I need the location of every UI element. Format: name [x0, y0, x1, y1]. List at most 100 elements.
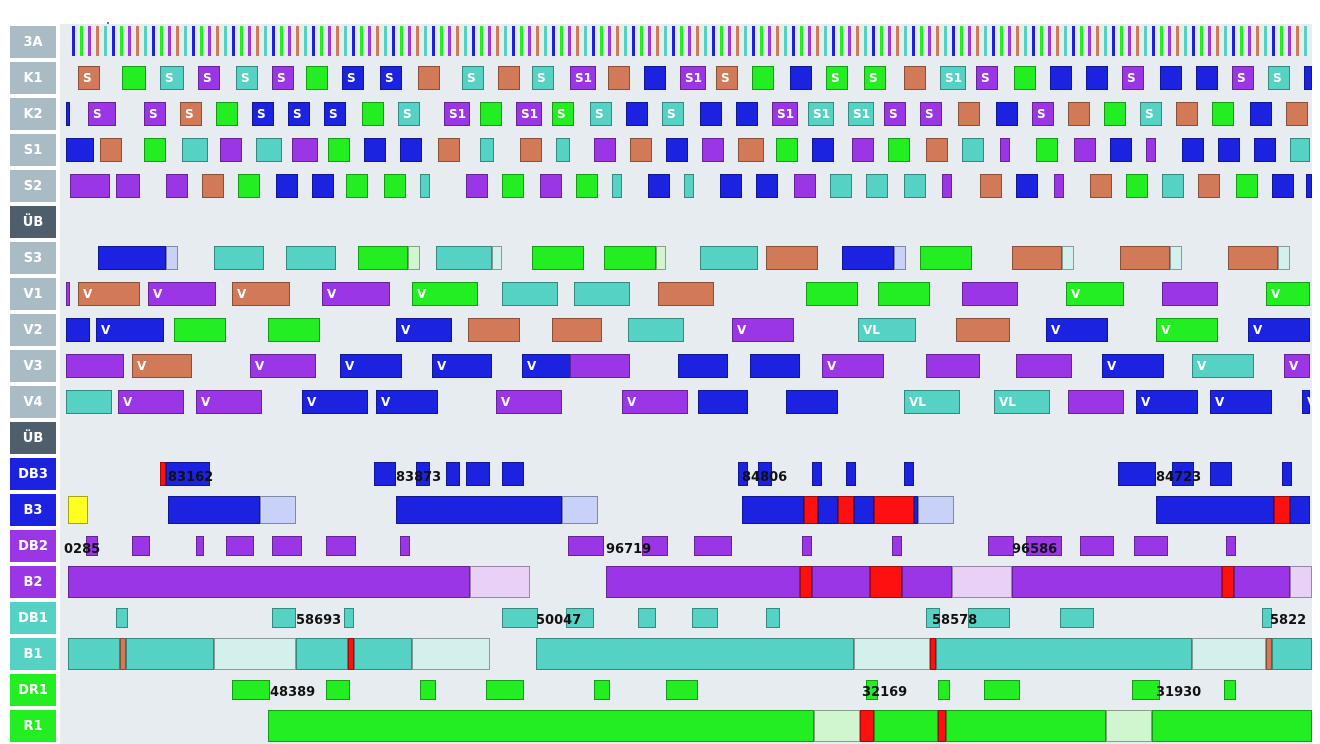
schedule-block[interactable]: S	[462, 66, 484, 90]
schedule-block[interactable]	[358, 246, 408, 270]
schedule-block[interactable]	[956, 318, 1010, 342]
schedule-block[interactable]	[86, 536, 98, 556]
schedule-block[interactable]	[132, 536, 150, 556]
schedule-block[interactable]	[1162, 282, 1218, 306]
schedule-block[interactable]	[562, 496, 598, 524]
schedule-block[interactable]	[684, 174, 694, 198]
schedule-block[interactable]	[638, 608, 656, 628]
schedule-block[interactable]	[926, 608, 940, 628]
schedule-block[interactable]	[1080, 536, 1114, 556]
schedule-block[interactable]	[1274, 496, 1290, 524]
schedule-block[interactable]	[1060, 608, 1094, 628]
schedule-block[interactable]	[466, 174, 488, 198]
schedule-block[interactable]	[1120, 246, 1170, 270]
schedule-block[interactable]	[362, 102, 384, 126]
schedule-block[interactable]	[854, 496, 874, 524]
schedule-block[interactable]	[566, 608, 594, 628]
schedule-block[interactable]	[1156, 496, 1274, 524]
schedule-block[interactable]	[1176, 102, 1198, 126]
schedule-block[interactable]	[1222, 566, 1234, 598]
schedule-block[interactable]	[658, 282, 714, 306]
schedule-block[interactable]	[1272, 638, 1312, 670]
schedule-block[interactable]	[344, 608, 354, 628]
schedule-block[interactable]	[532, 246, 584, 270]
schedule-block[interactable]	[1054, 174, 1064, 198]
schedule-block[interactable]	[946, 710, 1106, 742]
schedule-block[interactable]	[1146, 138, 1156, 162]
schedule-block[interactable]: S	[160, 66, 184, 90]
schedule-block[interactable]	[1012, 566, 1222, 598]
schedule-block[interactable]: S	[532, 66, 554, 90]
schedule-block[interactable]: V	[118, 390, 184, 414]
schedule-block[interactable]	[920, 246, 972, 270]
schedule-block[interactable]	[576, 174, 598, 198]
schedule-block[interactable]	[812, 566, 870, 598]
schedule-block[interactable]	[196, 536, 204, 556]
schedule-block[interactable]	[116, 174, 140, 198]
schedule-block[interactable]	[272, 536, 302, 556]
schedule-block[interactable]	[292, 138, 318, 162]
schedule-block[interactable]	[1226, 536, 1236, 556]
schedule-block[interactable]	[1104, 102, 1126, 126]
schedule-block[interactable]	[66, 318, 90, 342]
schedule-block[interactable]	[938, 680, 950, 700]
schedule-block[interactable]	[852, 138, 874, 162]
schedule-block[interactable]	[996, 102, 1018, 126]
schedule-block[interactable]: S	[342, 66, 364, 90]
schedule-block[interactable]: V	[412, 282, 478, 306]
schedule-block[interactable]	[1286, 102, 1308, 126]
schedule-block[interactable]: S	[864, 66, 886, 90]
schedule-block[interactable]	[1228, 246, 1278, 270]
schedule-block[interactable]	[160, 462, 166, 486]
schedule-block[interactable]	[232, 680, 270, 700]
schedule-block[interactable]	[122, 66, 146, 90]
schedule-block[interactable]: S1	[444, 102, 470, 126]
schedule-block[interactable]	[468, 318, 520, 342]
schedule-block[interactable]	[794, 174, 816, 198]
schedule-block[interactable]	[750, 354, 800, 378]
schedule-block[interactable]	[166, 174, 188, 198]
schedule-block[interactable]	[608, 66, 630, 90]
schedule-block[interactable]	[502, 282, 558, 306]
schedule-block[interactable]	[894, 246, 906, 270]
schedule-block[interactable]	[446, 462, 460, 486]
schedule-block[interactable]: S	[252, 102, 274, 126]
schedule-block[interactable]	[1118, 462, 1156, 486]
schedule-block[interactable]	[420, 174, 430, 198]
schedule-block[interactable]	[70, 174, 110, 198]
schedule-block[interactable]	[466, 462, 490, 486]
schedule-block[interactable]	[606, 566, 800, 598]
schedule-block[interactable]	[1250, 102, 1272, 126]
schedule-block[interactable]	[384, 174, 406, 198]
schedule-block[interactable]	[984, 680, 1020, 700]
schedule-block[interactable]	[268, 318, 320, 342]
schedule-block[interactable]	[656, 246, 666, 270]
schedule-block[interactable]	[958, 102, 980, 126]
schedule-block[interactable]	[700, 102, 722, 126]
schedule-block[interactable]	[962, 282, 1018, 306]
schedule-block[interactable]	[702, 138, 724, 162]
schedule-block[interactable]	[1086, 66, 1108, 90]
schedule-block[interactable]	[408, 246, 420, 270]
schedule-block[interactable]	[766, 246, 818, 270]
schedule-block[interactable]: V	[822, 354, 884, 378]
schedule-block[interactable]	[346, 174, 368, 198]
schedule-block[interactable]	[1074, 138, 1096, 162]
schedule-block[interactable]	[1192, 638, 1266, 670]
schedule-block[interactable]	[1290, 496, 1310, 524]
schedule-block[interactable]	[648, 174, 670, 198]
schedule-block[interactable]	[312, 174, 334, 198]
schedule-block[interactable]: V	[148, 282, 216, 306]
schedule-block[interactable]	[644, 66, 666, 90]
schedule-block[interactable]	[878, 282, 930, 306]
schedule-block[interactable]	[498, 66, 520, 90]
schedule-block[interactable]	[938, 710, 946, 742]
schedule-block[interactable]	[942, 174, 952, 198]
schedule-block[interactable]	[438, 138, 460, 162]
schedule-block[interactable]	[1068, 102, 1090, 126]
schedule-block[interactable]	[776, 138, 798, 162]
schedule-block[interactable]	[480, 102, 502, 126]
schedule-block[interactable]	[918, 496, 954, 524]
schedule-block[interactable]	[520, 138, 542, 162]
schedule-block[interactable]: S	[1032, 102, 1054, 126]
